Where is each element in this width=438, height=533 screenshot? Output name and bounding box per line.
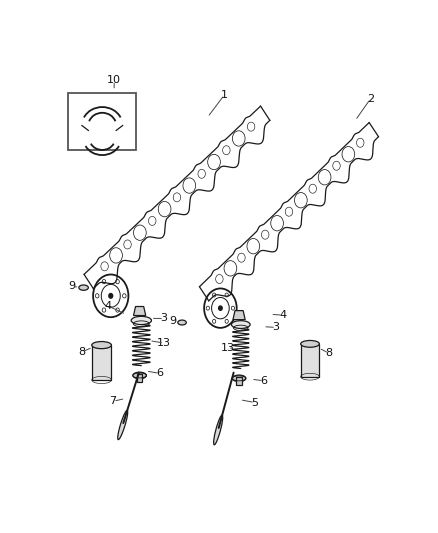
Ellipse shape — [178, 320, 186, 325]
Text: 8: 8 — [78, 347, 85, 357]
Text: 6: 6 — [156, 368, 163, 378]
Circle shape — [109, 294, 113, 298]
Circle shape — [219, 306, 222, 310]
Bar — [92, 345, 111, 380]
Text: 3: 3 — [272, 322, 279, 333]
Ellipse shape — [131, 317, 152, 325]
Text: 13: 13 — [221, 343, 235, 353]
Ellipse shape — [214, 415, 223, 445]
Ellipse shape — [118, 410, 128, 440]
Text: 4: 4 — [279, 310, 286, 320]
Text: 9: 9 — [170, 316, 177, 326]
Ellipse shape — [92, 342, 111, 349]
Text: 13: 13 — [157, 338, 171, 348]
Polygon shape — [233, 311, 245, 320]
Text: 8: 8 — [325, 348, 332, 358]
Bar — [300, 344, 319, 377]
Text: 10: 10 — [107, 75, 121, 85]
Ellipse shape — [133, 372, 146, 379]
Bar — [137, 374, 142, 382]
Text: 2: 2 — [367, 94, 374, 104]
Text: 6: 6 — [260, 376, 267, 386]
Text: 7: 7 — [110, 397, 117, 406]
Ellipse shape — [79, 285, 88, 290]
Ellipse shape — [300, 341, 319, 347]
Ellipse shape — [232, 375, 246, 382]
Text: 4: 4 — [105, 301, 112, 311]
Text: 9: 9 — [68, 281, 75, 292]
Text: 5: 5 — [251, 398, 258, 408]
Text: 1: 1 — [221, 90, 228, 100]
Bar — [237, 377, 242, 385]
Ellipse shape — [231, 321, 250, 328]
Bar — [68, 93, 136, 150]
Polygon shape — [134, 306, 146, 316]
Text: 3: 3 — [161, 313, 168, 324]
